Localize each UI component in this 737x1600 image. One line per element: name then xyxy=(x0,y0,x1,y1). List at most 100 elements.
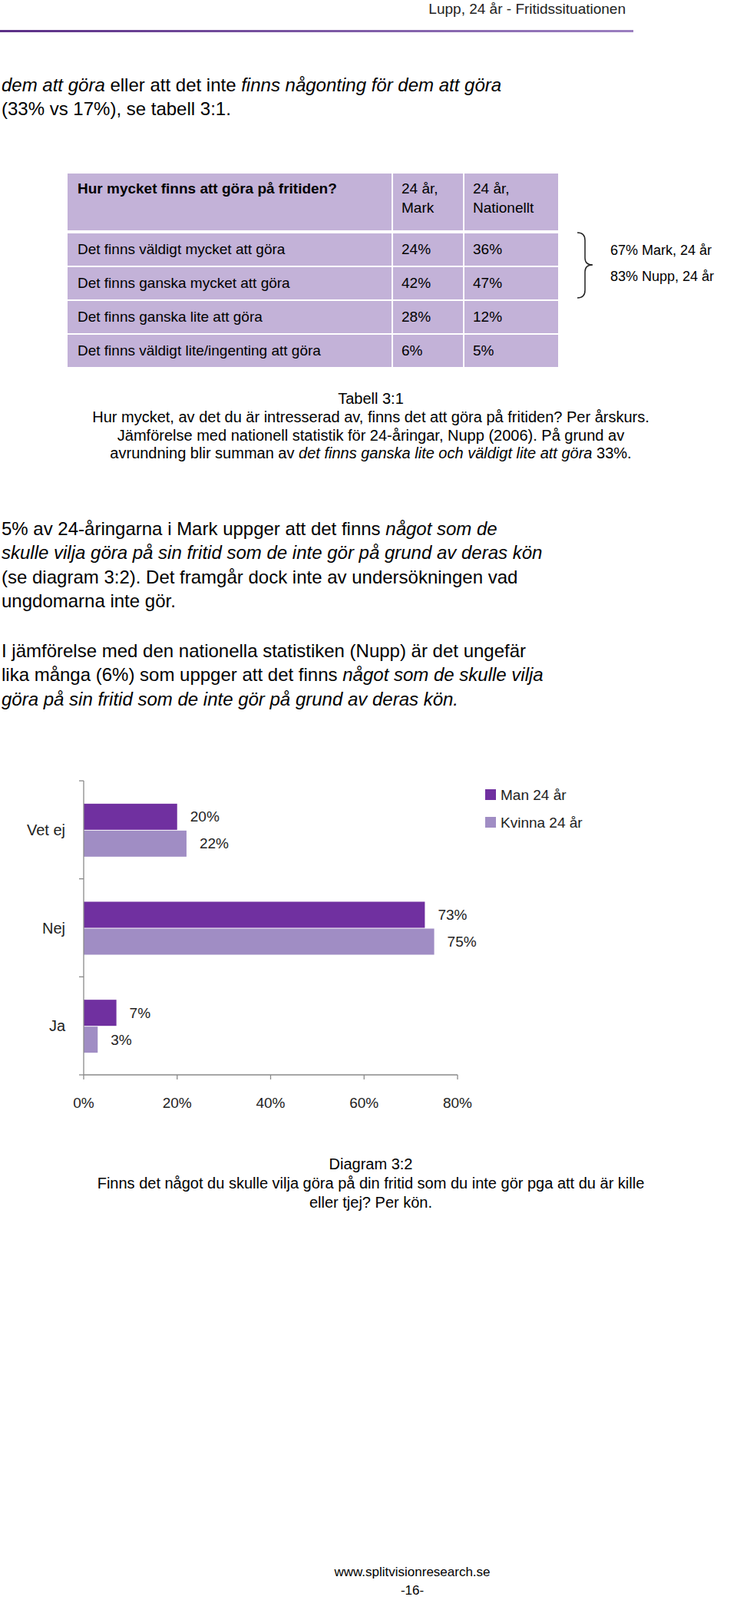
table-cell-text: 12% xyxy=(472,300,503,334)
table-cell: 6% xyxy=(393,334,463,367)
text-run: det finns ganska lite och väldigt lite a… xyxy=(298,444,592,462)
text-run: göra på sin fritid som de inte gör på gr… xyxy=(1,688,459,710)
text-run: I jämförelse med den nationella statisti… xyxy=(1,640,526,661)
paragraph-line: skulle vilja göra på sin fritid som de i… xyxy=(1,540,543,565)
data-label: 3% xyxy=(110,1031,133,1048)
running-header: Lupp, 24 år - Fritidssituationen xyxy=(428,0,626,19)
table-header-text: Hur mycket finns att göra på fritiden? xyxy=(77,179,338,199)
table-header-text: 24 år, xyxy=(472,179,510,199)
x-tick-label: 20% xyxy=(162,1094,192,1111)
table-header-cell: 24 år,Nationellt xyxy=(464,173,559,231)
caption-line: Finns det något du skulle vilja göra på … xyxy=(2,1173,737,1194)
page: Lupp, 24 år - Fritidssituationen dem att … xyxy=(0,0,737,1600)
data-label: 20% xyxy=(190,808,220,825)
table-cell-text: 42% xyxy=(401,267,431,300)
intro-line: dem att göra eller att det inte finns nå… xyxy=(1,72,502,97)
x-tick xyxy=(456,1074,458,1080)
table-cell-text: Det finns väldigt lite/ingenting att gör… xyxy=(77,334,321,367)
text-run: dem att göra xyxy=(1,74,106,96)
x-tick xyxy=(363,1074,365,1080)
bracket-annotation: 67% Mark, 24 år xyxy=(610,241,712,260)
text-run: lika många (6%) som uppger att det finns xyxy=(1,664,343,685)
data-label: 73% xyxy=(437,906,467,923)
paragraph-line: (se diagram 3:2). Det framgår dock inte … xyxy=(1,565,518,589)
text-run: finns någonting för dem att göra xyxy=(241,74,502,96)
table-header-text: Nationellt xyxy=(472,198,534,218)
legend-label: Man 24 år xyxy=(500,786,567,804)
text-run: 5% av 24-åringarna i Mark uppger att det… xyxy=(1,518,386,539)
bar xyxy=(83,830,187,857)
text-run: (33% vs 17%), se tabell 3:1. xyxy=(1,98,232,119)
table-cell-text: 24% xyxy=(401,233,431,266)
x-tick-label: 40% xyxy=(255,1094,285,1111)
bar xyxy=(83,928,435,956)
caption-line: Hur mycket, av det du är intresserad av,… xyxy=(2,406,737,427)
category-tick xyxy=(79,878,84,880)
x-tick xyxy=(270,1074,272,1080)
x-tick xyxy=(176,1074,178,1080)
category-label: Vet ej xyxy=(26,821,66,839)
table-cell: 47% xyxy=(464,267,559,300)
text-run: eller tjej? Per kön. xyxy=(309,1193,433,1211)
bracket xyxy=(571,227,603,305)
bar xyxy=(83,1026,98,1053)
x-tick xyxy=(82,1074,84,1080)
data-label: 22% xyxy=(199,835,229,852)
table-cell-text: 5% xyxy=(472,334,494,367)
bar xyxy=(83,902,425,929)
table-cell: Det finns väldigt lite/ingenting att gör… xyxy=(67,334,392,367)
table-cell: 24% xyxy=(393,233,463,266)
x-tick-label: 60% xyxy=(349,1094,379,1111)
caption-title: Tabell 3:1 xyxy=(2,388,737,409)
paragraph-line: I jämförelse med den nationella statisti… xyxy=(1,638,526,663)
x-tick-label: 80% xyxy=(442,1094,473,1111)
bars xyxy=(83,803,435,1053)
category-tick xyxy=(79,779,84,781)
chart: 20% 22% 73% 75% 7% 3% Vet ej Nej Ja 0% 20% 40% 60% 80… xyxy=(0,767,737,1129)
category-tick xyxy=(79,1074,84,1075)
table-header-text: Mark xyxy=(401,198,434,218)
category-label: Ja xyxy=(49,1017,67,1035)
text-run: 33%. xyxy=(591,444,632,462)
legend-swatch xyxy=(485,816,496,828)
bracket-line xyxy=(577,232,593,298)
category-label: Nej xyxy=(42,919,66,937)
text-run: (se diagram 3:2). Det framgår dock inte … xyxy=(1,566,518,588)
text-run: något som de xyxy=(385,518,497,539)
text-run: ungdomarna inte gör. xyxy=(1,590,176,612)
x-tick-label: 0% xyxy=(72,1094,95,1111)
legend-swatch xyxy=(485,789,496,800)
table-cell-text: Det finns ganska mycket att göra xyxy=(77,267,291,300)
table-cell: 28% xyxy=(393,300,463,334)
caption-line: avrundning blir summan av det finns gans… xyxy=(2,442,737,463)
paragraph-line: göra på sin fritid som de inte gör på gr… xyxy=(1,687,459,711)
table-cell-text: 36% xyxy=(472,233,503,266)
table-cell-text: 28% xyxy=(401,300,431,334)
caption-line: Jämförelse med nationell statistik för 2… xyxy=(2,425,737,446)
table-cell-text: 6% xyxy=(401,334,423,367)
table-header-cell: Hur mycket finns att göra på fritiden? xyxy=(67,173,392,231)
data-label: 75% xyxy=(447,933,477,950)
paragraph-line: lika många (6%) som uppger att det finns… xyxy=(1,662,544,687)
table-cell: 42% xyxy=(393,267,463,300)
intro-line: (33% vs 17%), se tabell 3:1. xyxy=(1,96,232,121)
page-number: -16- xyxy=(181,1582,643,1600)
text-run: avrundning blir summan av xyxy=(109,444,299,462)
table-cell: 5% xyxy=(464,334,559,367)
text-run: Finns det något du skulle vilja göra på … xyxy=(97,1174,645,1192)
text-run: eller att det inte xyxy=(105,74,242,96)
caption-title: Diagram 3:2 xyxy=(2,1153,737,1174)
text-run: Hur mycket, av det du är intresserad av,… xyxy=(92,408,650,426)
header-rule xyxy=(0,29,634,33)
bracket-annotation: 83% Nupp, 24 år xyxy=(610,267,714,286)
legend-label: Kvinna 24 år xyxy=(500,814,583,831)
table-cell-text: Det finns väldigt mycket att göra xyxy=(77,233,285,266)
data-label: 7% xyxy=(129,1004,152,1022)
caption-line: eller tjej? Per kön. xyxy=(2,1192,737,1213)
table-cell: Det finns väldigt mycket att göra xyxy=(67,233,392,266)
paragraph-line: 5% av 24-åringarna i Mark uppger att det… xyxy=(1,516,498,541)
table-cell-text: Det finns ganska lite att göra xyxy=(77,300,263,334)
text-run: skulle vilja göra på sin fritid som de i… xyxy=(1,542,543,563)
bar xyxy=(83,803,178,830)
table-cell-text: 47% xyxy=(472,267,503,300)
